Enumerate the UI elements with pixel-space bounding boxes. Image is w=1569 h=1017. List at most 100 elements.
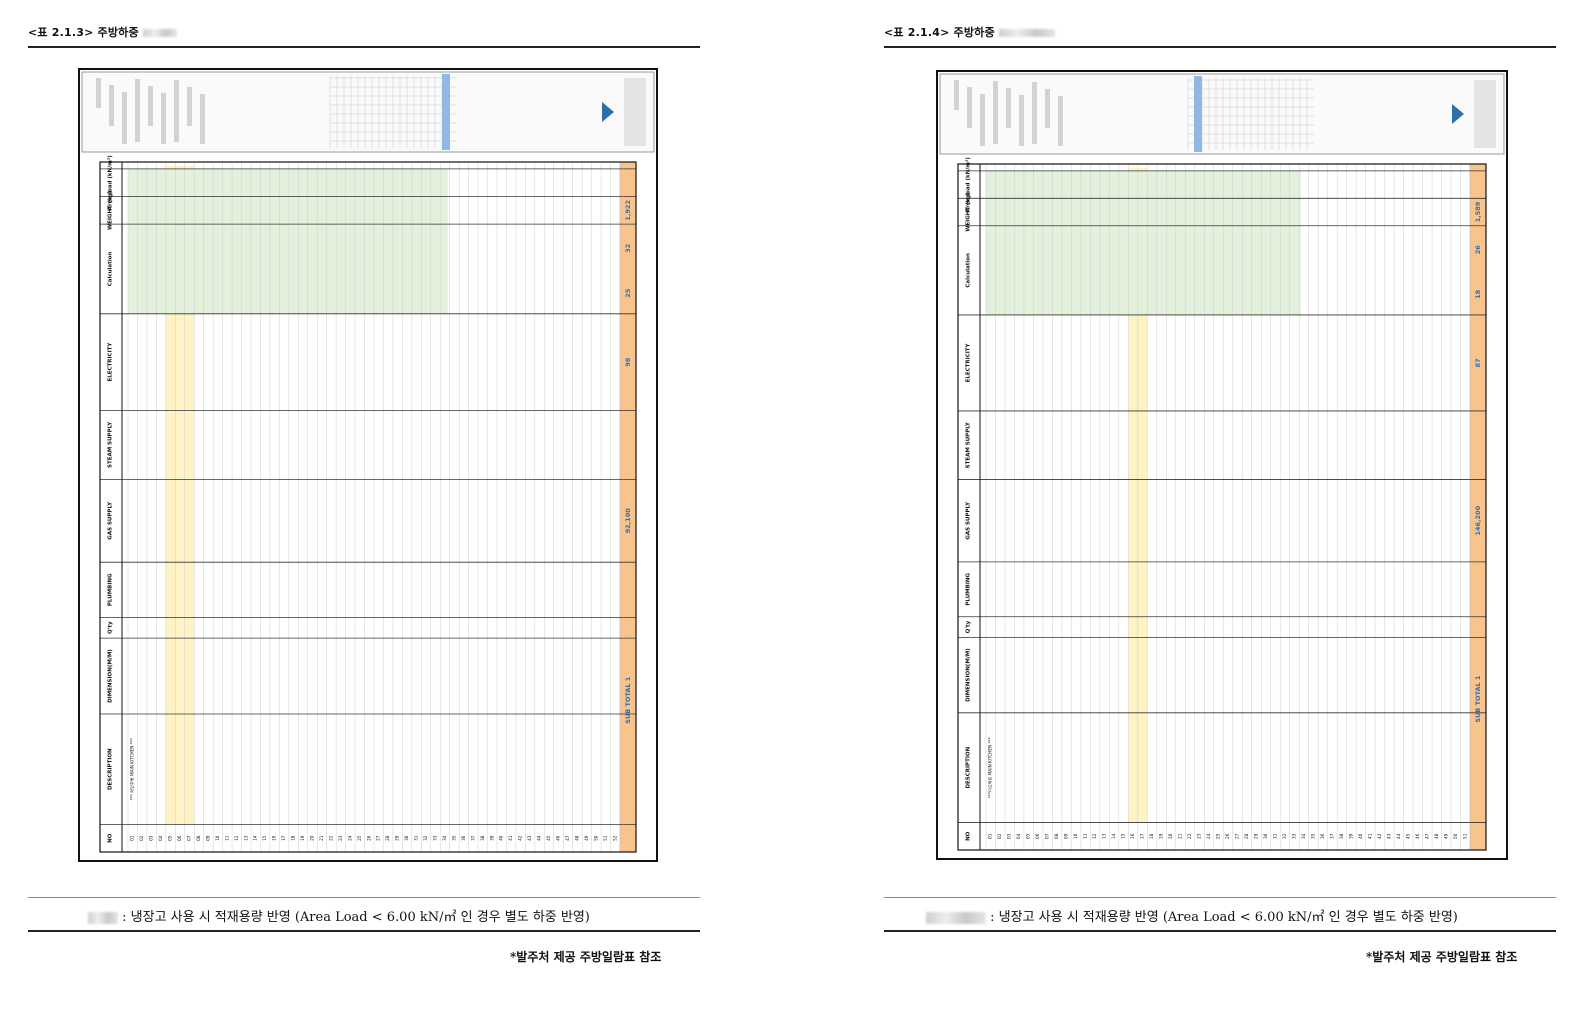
subtotal-weight-kn: 32 xyxy=(624,244,632,253)
column-header-dimension: DIMENSION(M/M) xyxy=(108,649,114,703)
row-number: 04 xyxy=(158,835,163,841)
row-number: 05 xyxy=(168,835,173,841)
column-header-description: DESCRIPTION xyxy=(966,746,972,788)
column-header-electricity: ELECTRICITY xyxy=(108,342,114,382)
left-reference-note: *발주처 제공 주방일람표 참조 xyxy=(510,950,662,964)
row-number: 18 xyxy=(291,835,296,841)
left-note-rule-bottom xyxy=(28,930,700,932)
redacted-text xyxy=(142,29,177,37)
row-number: 34 xyxy=(442,835,447,841)
company-logo xyxy=(1452,104,1464,124)
row-number: 42 xyxy=(1377,833,1382,839)
right-note-rule-top xyxy=(884,897,1556,898)
row-number: 13 xyxy=(243,835,248,841)
row-number: 26 xyxy=(366,835,371,841)
kitchen-section-header: ***미오마린 MAIN KITCHEN *** xyxy=(987,737,994,798)
row-number: 33 xyxy=(433,835,438,841)
row-number: 30 xyxy=(1263,833,1268,839)
row-number: 21 xyxy=(1178,833,1183,839)
left-equipment-table: NO DESCRIPTION DIMENSION(M/M) Q'ty PLUMBING G… xyxy=(99,155,637,853)
left-kitchen-load-sheet: NO DESCRIPTION DIMENSION(M/M) Q'ty PLUMBING G… xyxy=(78,68,658,862)
row-number: 47 xyxy=(1424,833,1429,839)
column-header-dimension: DIMENSION(M/M) xyxy=(966,648,972,702)
row-number: 15 xyxy=(262,835,267,841)
right-title-block xyxy=(939,73,1505,155)
row-number: 23 xyxy=(1197,833,1202,839)
highlighted-row xyxy=(1137,168,1148,823)
row-number: 49 xyxy=(1443,833,1448,839)
row-number: 39 xyxy=(489,835,494,841)
subtotal-electricity: 98 xyxy=(624,357,632,367)
row-number: 37 xyxy=(470,835,475,841)
column-header-plumbing: PLUMBING xyxy=(108,573,114,606)
row-number: 08 xyxy=(1054,833,1059,839)
row-number: 07 xyxy=(1045,833,1050,839)
redacted-legend xyxy=(88,911,118,924)
kitchen-section-header: *** 메인주방 MAIN KITCHEN *** xyxy=(129,738,136,800)
row-number: 20 xyxy=(310,835,315,841)
row-number: 25 xyxy=(1216,833,1221,839)
row-number: 29 xyxy=(1253,833,1258,839)
left-sheet-drawing: NO DESCRIPTION DIMENSION(M/M) Q'ty PLUMBING G… xyxy=(81,71,655,853)
column-header-area_load: Area load (kN/m²) xyxy=(107,155,114,210)
row-number: 11 xyxy=(224,835,229,841)
row-number: 41 xyxy=(508,835,513,841)
right-reference-note: *발주처 제공 주방일람표 참조 xyxy=(1366,950,1518,964)
row-number: 49 xyxy=(584,835,589,841)
column-header-plumbing: PLUMBING xyxy=(966,573,972,606)
row-number: 19 xyxy=(300,835,305,841)
row-number: 22 xyxy=(328,835,333,841)
row-number: 09 xyxy=(205,835,210,841)
row-number: 51 xyxy=(603,835,608,841)
column-header-weight_kg: WEIGHT (kg) xyxy=(966,192,972,232)
row-number: 21 xyxy=(319,835,324,841)
row-number: 17 xyxy=(281,835,286,841)
row-number: 36 xyxy=(1320,833,1325,839)
subtotal-gas: 92,100 xyxy=(624,508,632,534)
redacted-legend xyxy=(926,911,986,924)
row-number: 13 xyxy=(1102,833,1107,839)
row-number: 05 xyxy=(1026,833,1031,839)
row-number: 45 xyxy=(1405,833,1410,839)
row-number: 01 xyxy=(130,835,135,841)
row-number: 44 xyxy=(537,835,542,841)
row-number: 09 xyxy=(1064,833,1069,839)
row-number: 08 xyxy=(196,835,201,841)
row-number: 16 xyxy=(272,835,277,841)
row-number: 16 xyxy=(1130,833,1135,839)
right-equipment-table: NO DESCRIPTION DIMENSION(M/M) Q'ty PLUMBING G… xyxy=(957,157,1487,851)
subtotal-weight-kg: 1,589 xyxy=(1474,201,1482,222)
left-note-rule-top xyxy=(28,897,700,898)
row-number: 24 xyxy=(347,835,352,841)
subtotal-area: 25 xyxy=(624,288,632,298)
row-number: 24 xyxy=(1206,833,1211,839)
row-number: 22 xyxy=(1187,833,1192,839)
row-number: 27 xyxy=(1234,833,1239,839)
row-number: 15 xyxy=(1121,833,1126,839)
column-header-calc: Calculation xyxy=(966,253,972,288)
row-number: 35 xyxy=(451,835,456,841)
row-number: 12 xyxy=(234,835,239,841)
row-number: 27 xyxy=(376,835,381,841)
column-header-no: NO xyxy=(108,833,114,843)
row-number: 40 xyxy=(499,835,504,841)
row-number: 46 xyxy=(556,835,561,841)
row-number: 39 xyxy=(1348,833,1353,839)
row-number: 41 xyxy=(1367,833,1372,839)
highlighted-row xyxy=(175,166,185,825)
right-table-panel: <표 2.1.4> 주방하중 NO DESCRIPTION DIMENSION(M/… xyxy=(856,0,1569,1017)
left-table-caption: <표 2.1.3> 주방하중 xyxy=(28,24,177,40)
row-number: 50 xyxy=(593,835,598,841)
row-number: 06 xyxy=(1035,833,1040,839)
row-number: 33 xyxy=(1291,833,1296,839)
column-header-qty: Q'ty xyxy=(108,621,114,634)
row-number: 03 xyxy=(149,835,154,841)
row-number: 46 xyxy=(1415,833,1420,839)
row-number: 45 xyxy=(546,835,551,841)
subtotal-weight-kn: 26 xyxy=(1474,245,1482,255)
row-number: 14 xyxy=(253,835,258,841)
subtotal-area: 18 xyxy=(1474,289,1482,299)
column-header-gas: GAS SUPPLY xyxy=(108,501,114,540)
company-logo xyxy=(602,102,614,122)
column-header-no: NO xyxy=(966,831,972,841)
